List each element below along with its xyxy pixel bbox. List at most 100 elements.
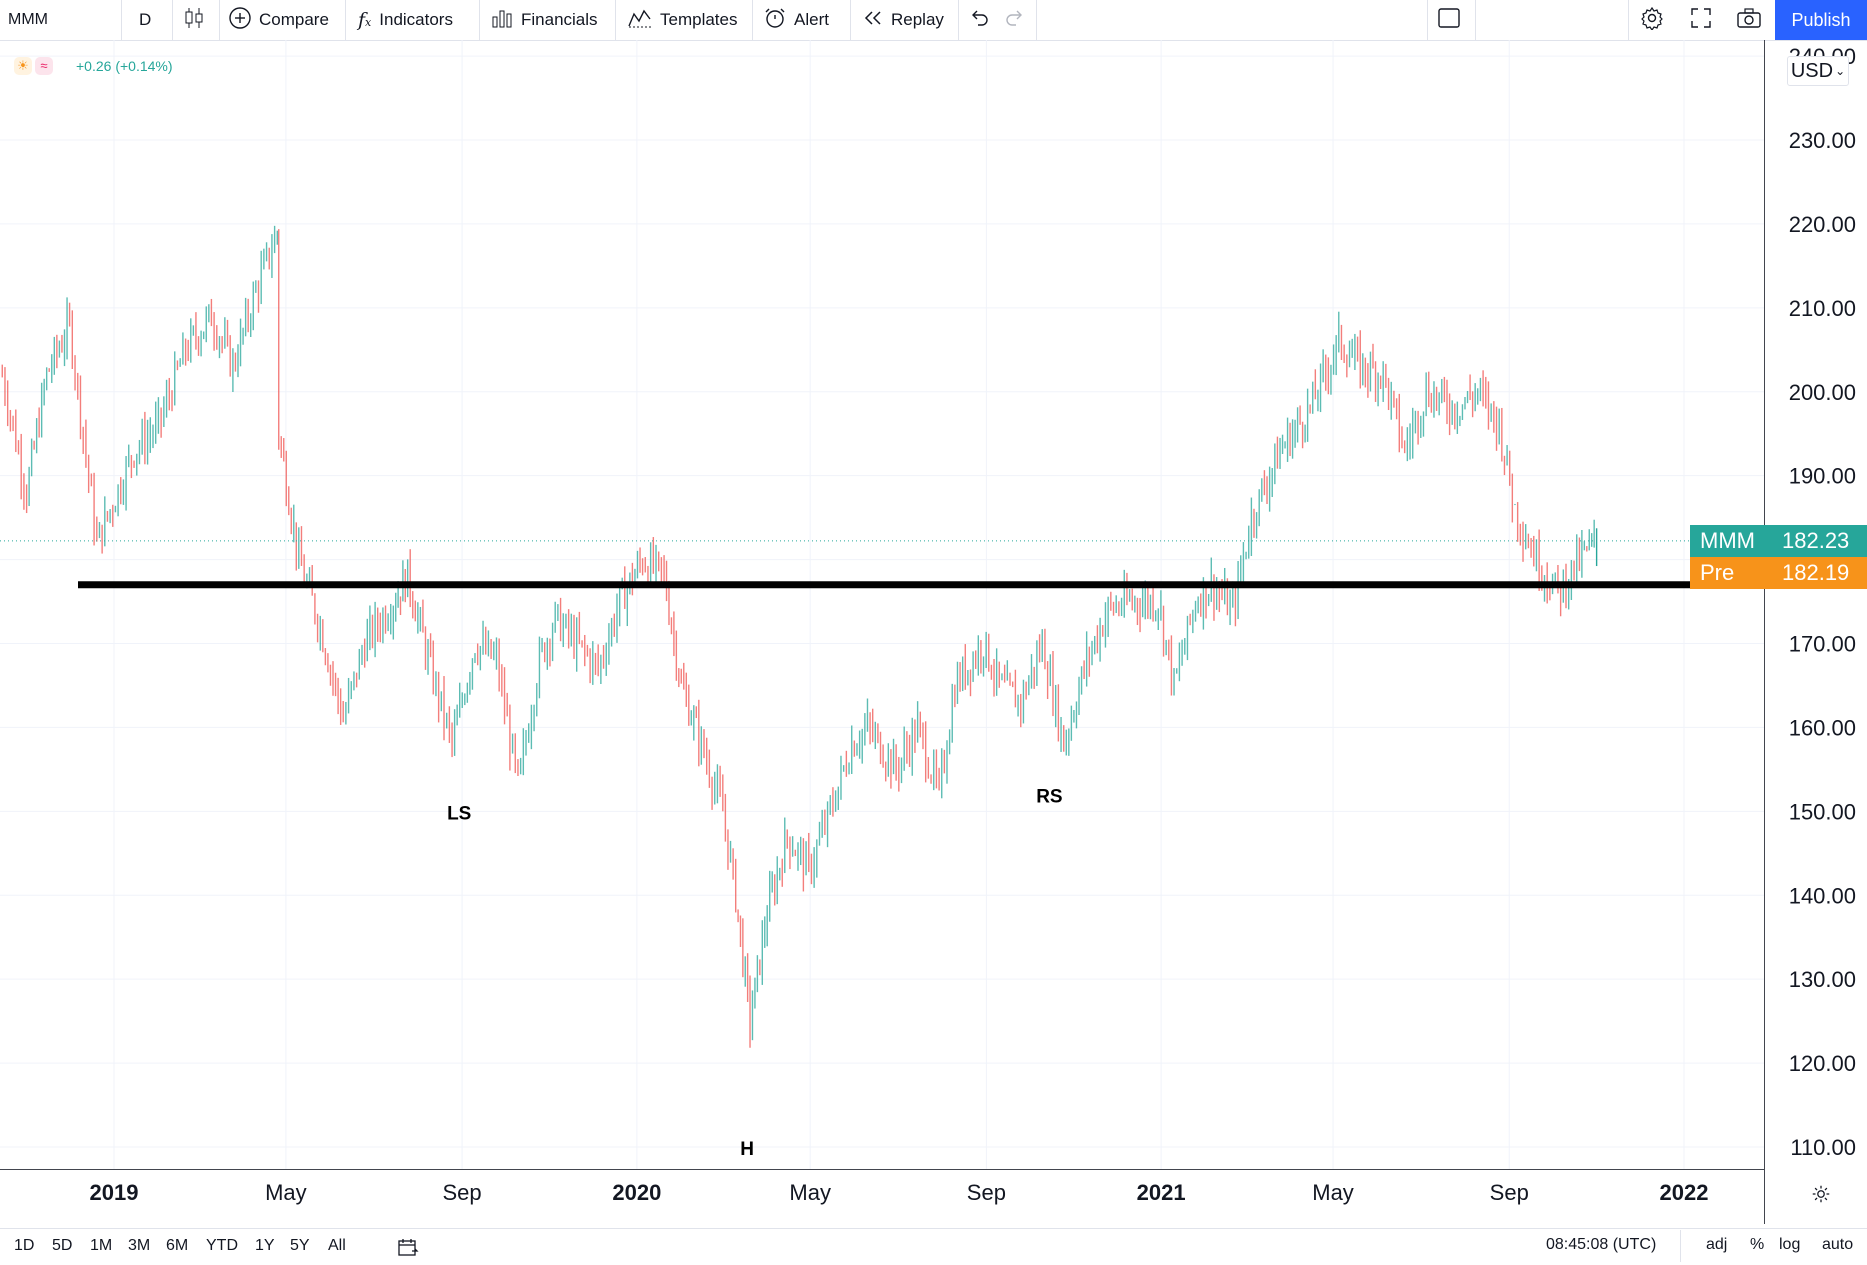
series-legend: ☀ ≈ +0.26 (+0.14%) <box>14 55 173 77</box>
templates-icon <box>628 8 652 33</box>
dividends-icon[interactable]: ≈ <box>35 57 53 75</box>
axis-settings-button[interactable] <box>1810 1183 1832 1210</box>
time-axis-border <box>0 1169 1764 1170</box>
toolbar-divider <box>172 0 173 40</box>
camera-icon <box>1736 7 1762 34</box>
indicators-label: Indicators <box>379 10 453 29</box>
redo-button[interactable] <box>1004 0 1026 40</box>
y-tick-label: 120.00 <box>1789 1051 1856 1076</box>
annotation-label: LS <box>447 803 471 824</box>
toolbar-divider <box>479 0 480 40</box>
rewind-icon <box>863 10 883 31</box>
price-change: +0.26 (+0.14%) <box>76 58 173 74</box>
fullscreen-button[interactable] <box>1690 0 1712 40</box>
calendar-icon <box>397 1239 419 1261</box>
price-axis-border <box>1764 40 1765 1224</box>
snapshot-button[interactable] <box>1736 0 1762 40</box>
toolbar-divider <box>345 0 346 40</box>
toolbar-divider <box>121 0 122 40</box>
publish-button[interactable]: Publish <box>1775 0 1867 40</box>
y-tick-label: 230.00 <box>1789 128 1856 153</box>
range-button-1y[interactable]: 1Y <box>255 1237 275 1254</box>
chevron-down-icon: ⌄ <box>1835 64 1846 78</box>
log-toggle[interactable]: log <box>1779 1236 1801 1253</box>
premarket-price-label: Pre 182.19 <box>1690 556 1867 589</box>
publish-label: Publish <box>1791 9 1851 30</box>
function-icon: fx <box>358 9 372 31</box>
y-tick-label: 110.00 <box>1790 1135 1856 1160</box>
currency-label: USD <box>1790 59 1834 82</box>
bottom-toolbar <box>0 1228 1867 1265</box>
toolbar-divider <box>219 0 220 40</box>
toolbar-divider <box>1475 0 1476 40</box>
y-tick-label: 190.00 <box>1789 464 1856 489</box>
chart-style-button[interactable] <box>184 0 204 40</box>
last-price-symbol: MMM <box>1700 527 1755 553</box>
redo-icon <box>1004 9 1026 32</box>
candles-icon <box>184 7 204 34</box>
percent-toggle[interactable]: % <box>1750 1236 1765 1253</box>
price-chart[interactable]: LS H RS 110.00 120.00 130.00 140.00 150.00 160.… <box>0 40 1867 1228</box>
x-tick-label: May <box>265 1180 307 1205</box>
templates-label: Templates <box>660 10 738 29</box>
financials-button[interactable]: Financials <box>491 0 598 40</box>
annotation-label: RS <box>1036 787 1062 808</box>
compare-button[interactable]: Compare <box>229 0 329 40</box>
compare-label: Compare <box>259 10 329 29</box>
price-bars <box>0 225 1764 1048</box>
fullscreen-icon <box>1690 7 1712 34</box>
templates-button[interactable]: Templates <box>628 0 737 40</box>
x-tick-label: 2020 <box>612 1180 661 1205</box>
toolbar-divider <box>1628 0 1629 40</box>
currency-selector[interactable]: USD ⌄ <box>1787 56 1849 86</box>
range-button-5d[interactable]: 5D <box>52 1237 73 1254</box>
gear-icon <box>1810 1185 1832 1209</box>
adj-toggle[interactable]: adj <box>1706 1236 1728 1253</box>
x-tick-label: Sep <box>1490 1180 1529 1205</box>
range-button-6m[interactable]: 6M <box>166 1237 189 1254</box>
replay-button[interactable]: Replay <box>863 0 944 40</box>
toolbar-divider <box>1036 0 1037 40</box>
interval-button[interactable]: D <box>139 0 151 40</box>
toolbar-divider <box>615 0 616 40</box>
range-button-3m[interactable]: 3M <box>128 1237 151 1254</box>
time-axis[interactable]: 2019 May Sep 2020 May Sep 2021 May Sep 2022 <box>90 1180 1709 1205</box>
square-icon <box>1437 7 1461 34</box>
y-tick-label: 210.00 <box>1789 296 1856 321</box>
premarket-value: 182.19 <box>1782 559 1850 585</box>
x-tick-label: Sep <box>967 1180 1006 1205</box>
y-tick-label: 220.00 <box>1789 212 1856 237</box>
gear-icon <box>1640 6 1664 35</box>
layout-button[interactable] <box>1437 0 1461 40</box>
plus-circle-icon <box>229 6 251 34</box>
settings-button[interactable] <box>1640 0 1664 40</box>
symbol-search[interactable]: MMM <box>8 0 48 40</box>
auto-toggle[interactable]: auto <box>1822 1236 1854 1253</box>
toolbar-divider <box>1427 0 1428 40</box>
undo-button[interactable] <box>968 0 990 40</box>
range-button-5y[interactable]: 5Y <box>290 1237 310 1254</box>
price-axis[interactable]: 110.00 120.00 130.00 140.00 150.00 160.00 170.… <box>1789 44 1856 1160</box>
x-tick-label: May <box>1312 1180 1354 1205</box>
clock[interactable]: 08:45:08 (UTC) <box>1546 1236 1657 1253</box>
undo-icon <box>968 9 990 32</box>
x-tick-label: May <box>789 1180 831 1205</box>
range-button-1d[interactable]: 1D <box>14 1237 35 1254</box>
last-price-label: MMM 182.23 <box>1690 524 1867 557</box>
y-tick-label: 170.00 <box>1789 632 1856 657</box>
alarm-clock-icon <box>764 7 786 34</box>
symbol-label: MMM <box>8 11 48 28</box>
financials-label: Financials <box>521 10 598 29</box>
alert-button[interactable]: Alert <box>764 0 829 40</box>
premarket-label: Pre <box>1700 559 1735 585</box>
range-button-1m[interactable]: 1M <box>90 1237 113 1254</box>
sun-icon[interactable]: ☀ <box>14 57 32 75</box>
range-button-all[interactable]: All <box>328 1237 346 1254</box>
x-tick-label: 2022 <box>1660 1180 1709 1205</box>
range-button-ytd[interactable]: YTD <box>206 1237 238 1254</box>
indicators-button[interactable]: fx Indicators <box>358 0 453 40</box>
y-tick-label: 140.00 <box>1789 883 1856 908</box>
goto-date-button[interactable] <box>397 1237 419 1262</box>
x-tick-label: Sep <box>443 1180 482 1205</box>
pattern-annotations: LS H RS <box>447 787 1063 1160</box>
